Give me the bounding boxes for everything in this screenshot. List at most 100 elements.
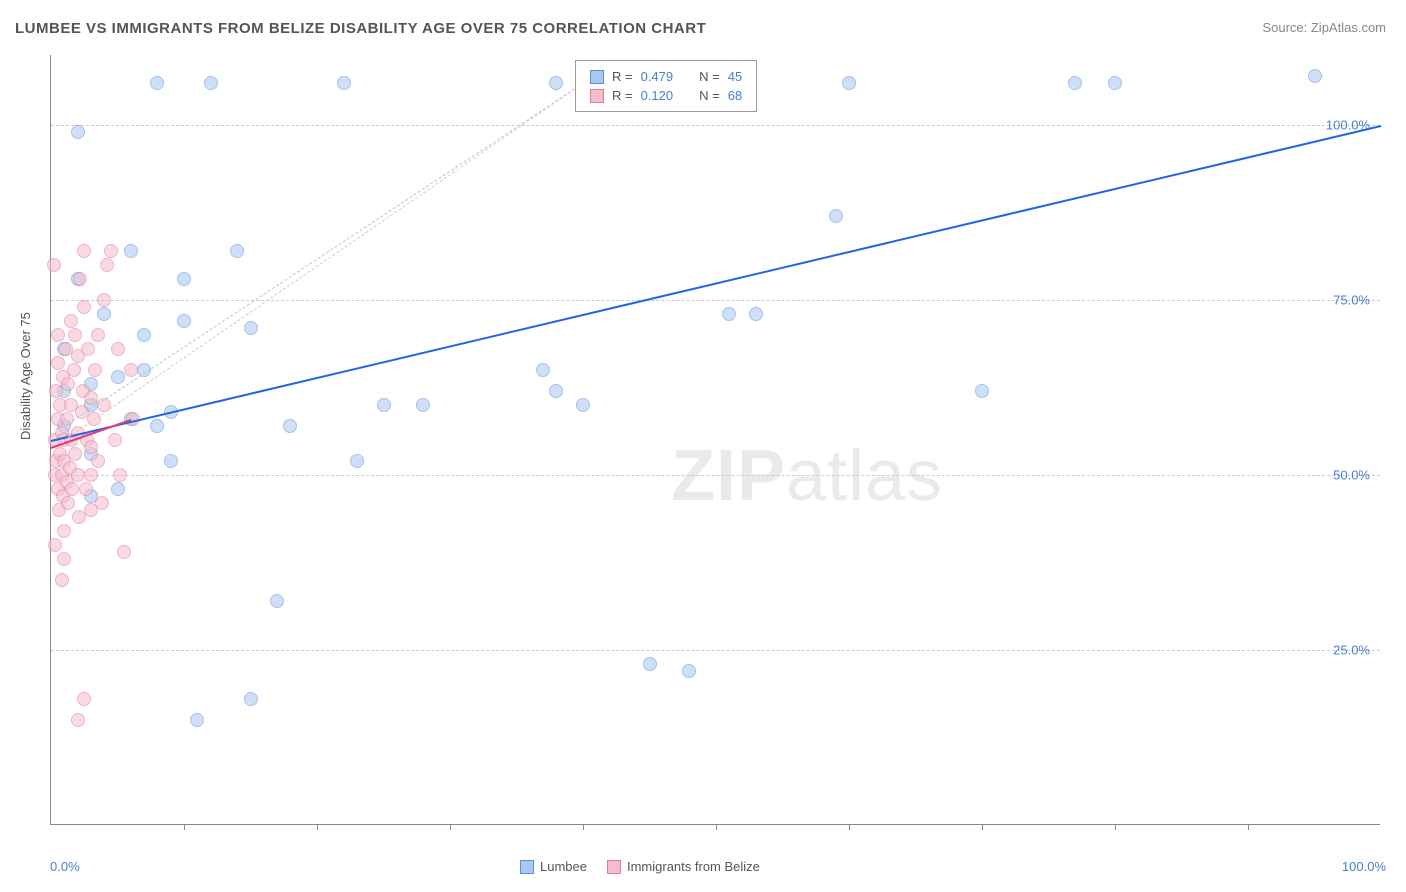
stat-n-belize: 68	[728, 88, 742, 103]
y-tick-label: 75.0%	[1333, 293, 1370, 308]
legend-item-lumbee: Lumbee	[520, 859, 587, 874]
scatter-point	[842, 76, 856, 90]
scatter-point	[975, 384, 989, 398]
scatter-point	[51, 328, 65, 342]
x-tick	[982, 824, 983, 830]
x-tick	[1248, 824, 1249, 830]
scatter-point	[79, 482, 93, 496]
scatter-point	[77, 692, 91, 706]
legend-label: Lumbee	[540, 859, 587, 874]
y-axis-label: Disability Age Over 75	[18, 312, 33, 440]
scatter-point	[73, 272, 87, 286]
scatter-point	[71, 713, 85, 727]
scatter-point	[124, 363, 138, 377]
chart-title: LUMBEE VS IMMIGRANTS FROM BELIZE DISABIL…	[15, 20, 706, 37]
x-tick	[450, 824, 451, 830]
scatter-point	[61, 496, 75, 510]
scatter-point	[67, 363, 81, 377]
legend-label: Immigrants from Belize	[627, 859, 760, 874]
scatter-point	[77, 244, 91, 258]
scatter-point	[283, 419, 297, 433]
scatter-point	[47, 258, 61, 272]
scatter-point	[164, 454, 178, 468]
scatter-point	[150, 419, 164, 433]
regression-line	[64, 83, 583, 441]
scatter-point	[57, 524, 71, 538]
x-tick	[317, 824, 318, 830]
scatter-point	[84, 440, 98, 454]
scatter-point	[108, 433, 122, 447]
scatter-plot: ZIPatlas 25.0%50.0%75.0%100.0%	[50, 55, 1380, 825]
scatter-point	[84, 391, 98, 405]
swatch-belize	[590, 89, 604, 103]
stat-label: R =	[612, 88, 633, 103]
scatter-point	[350, 454, 364, 468]
x-max-label: 100.0%	[1342, 859, 1386, 874]
scatter-point	[111, 482, 125, 496]
scatter-point	[230, 244, 244, 258]
watermark: ZIPatlas	[671, 435, 943, 517]
scatter-point	[150, 76, 164, 90]
scatter-point	[682, 664, 696, 678]
scatter-point	[117, 545, 131, 559]
swatch-lumbee	[520, 860, 534, 874]
gridline-h	[51, 475, 1380, 476]
scatter-point	[57, 552, 71, 566]
scatter-point	[177, 272, 191, 286]
scatter-point	[124, 244, 138, 258]
y-tick-label: 50.0%	[1333, 468, 1370, 483]
scatter-point	[81, 342, 95, 356]
scatter-point	[337, 76, 351, 90]
gridline-h	[51, 125, 1380, 126]
x-min-label: 0.0%	[50, 859, 80, 874]
stat-label: N =	[699, 69, 720, 84]
scatter-point	[51, 356, 65, 370]
scatter-point	[190, 713, 204, 727]
scatter-point	[1108, 76, 1122, 90]
stat-label: R =	[612, 69, 633, 84]
x-tick	[583, 824, 584, 830]
scatter-point	[749, 307, 763, 321]
legend: Lumbee Immigrants from Belize	[520, 859, 760, 874]
stat-r-belize: 0.120	[641, 88, 674, 103]
source-label: Source: ZipAtlas.com	[1262, 20, 1386, 35]
scatter-point	[104, 244, 118, 258]
scatter-point	[270, 594, 284, 608]
gridline-h	[51, 300, 1380, 301]
legend-item-belize: Immigrants from Belize	[607, 859, 760, 874]
scatter-point	[71, 125, 85, 139]
scatter-point	[177, 314, 191, 328]
y-tick-label: 25.0%	[1333, 643, 1370, 658]
scatter-point	[88, 363, 102, 377]
scatter-point	[576, 398, 590, 412]
scatter-point	[137, 328, 151, 342]
scatter-point	[84, 503, 98, 517]
scatter-point	[91, 454, 105, 468]
scatter-point	[61, 377, 75, 391]
scatter-point	[71, 468, 85, 482]
scatter-point	[64, 314, 78, 328]
scatter-point	[549, 384, 563, 398]
scatter-point	[536, 363, 550, 377]
scatter-point	[244, 321, 258, 335]
scatter-point	[111, 370, 125, 384]
stats-row-belize: R = 0.120 N = 68	[590, 86, 742, 105]
scatter-point	[244, 692, 258, 706]
regression-line	[51, 125, 1381, 442]
scatter-point	[1308, 69, 1322, 83]
scatter-point	[97, 307, 111, 321]
scatter-point	[829, 209, 843, 223]
x-tick	[1115, 824, 1116, 830]
scatter-point	[91, 328, 105, 342]
swatch-lumbee	[590, 70, 604, 84]
scatter-point	[97, 293, 111, 307]
stat-r-lumbee: 0.479	[641, 69, 674, 84]
scatter-point	[55, 573, 69, 587]
stats-row-lumbee: R = 0.479 N = 45	[590, 67, 742, 86]
x-tick	[849, 824, 850, 830]
swatch-belize	[607, 860, 621, 874]
scatter-point	[643, 657, 657, 671]
scatter-point	[100, 258, 114, 272]
scatter-point	[1068, 76, 1082, 90]
scatter-point	[111, 342, 125, 356]
